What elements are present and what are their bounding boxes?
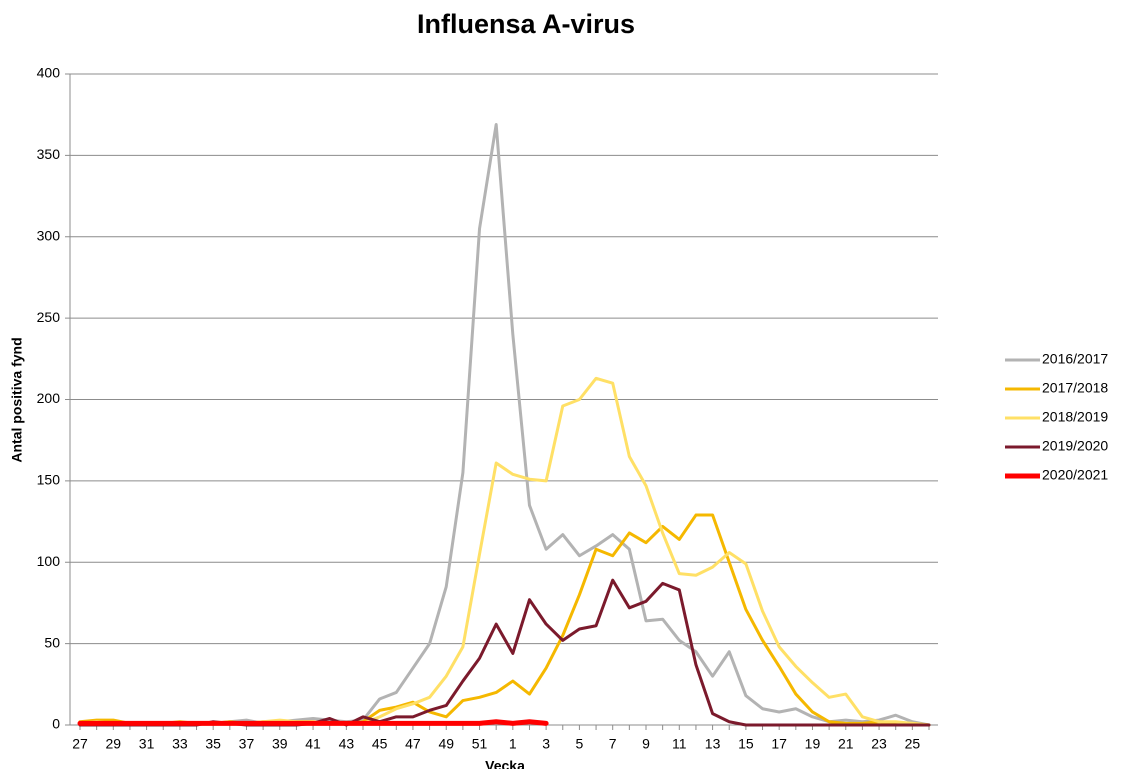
- x-tick-label: 3: [542, 736, 550, 752]
- y-tick-label: 400: [37, 65, 61, 81]
- y-tick-label: 150: [37, 472, 61, 488]
- legend-label: 2020/2021: [1042, 467, 1108, 483]
- x-tick-label: 45: [372, 736, 388, 752]
- x-tick-label: 47: [405, 736, 421, 752]
- x-tick-label: 23: [871, 736, 887, 752]
- x-tick-label: 19: [805, 736, 821, 752]
- x-tick-label: 1: [509, 736, 517, 752]
- x-tick-label: 49: [438, 736, 454, 752]
- x-tick-label: 29: [106, 736, 122, 752]
- x-tick-label: 25: [905, 736, 921, 752]
- legend-label: 2019/2020: [1042, 438, 1108, 454]
- legend-label: 2016/2017: [1042, 351, 1108, 367]
- x-tick-label: 13: [705, 736, 721, 752]
- y-tick-label: 200: [37, 390, 61, 406]
- x-tick-label: 5: [576, 736, 584, 752]
- y-axis-title: Antal positiva fynd: [9, 337, 25, 462]
- y-tick-label: 350: [37, 146, 61, 162]
- legend-label: 2018/2019: [1042, 409, 1108, 425]
- x-tick-label: 21: [838, 736, 854, 752]
- x-tick-label: 31: [139, 736, 155, 752]
- legend-label: 2017/2018: [1042, 380, 1108, 396]
- x-tick-label: 35: [205, 736, 221, 752]
- x-tick-label: 7: [609, 736, 617, 752]
- x-tick-label: 51: [472, 736, 488, 752]
- y-tick-label: 250: [37, 309, 61, 325]
- x-tick-label: 17: [771, 736, 787, 752]
- y-tick-label: 0: [52, 716, 60, 732]
- x-tick-label: 9: [642, 736, 650, 752]
- x-tick-label: 33: [172, 736, 188, 752]
- x-tick-label: 11: [672, 736, 687, 752]
- x-axis-title: Vecka: [485, 758, 525, 769]
- series-line: [77, 719, 549, 726]
- x-tick-label: 39: [272, 736, 288, 752]
- chart-title: Influensa A-virus: [417, 9, 635, 39]
- x-tick-label: 37: [239, 736, 255, 752]
- x-tick-label: 41: [305, 736, 321, 752]
- y-tick-label: 50: [44, 634, 60, 650]
- x-tick-label: 43: [339, 736, 355, 752]
- x-tick-label: 27: [72, 736, 88, 752]
- y-tick-label: 300: [37, 227, 61, 243]
- y-tick-label: 100: [37, 553, 61, 569]
- x-tick-label: 15: [738, 736, 754, 752]
